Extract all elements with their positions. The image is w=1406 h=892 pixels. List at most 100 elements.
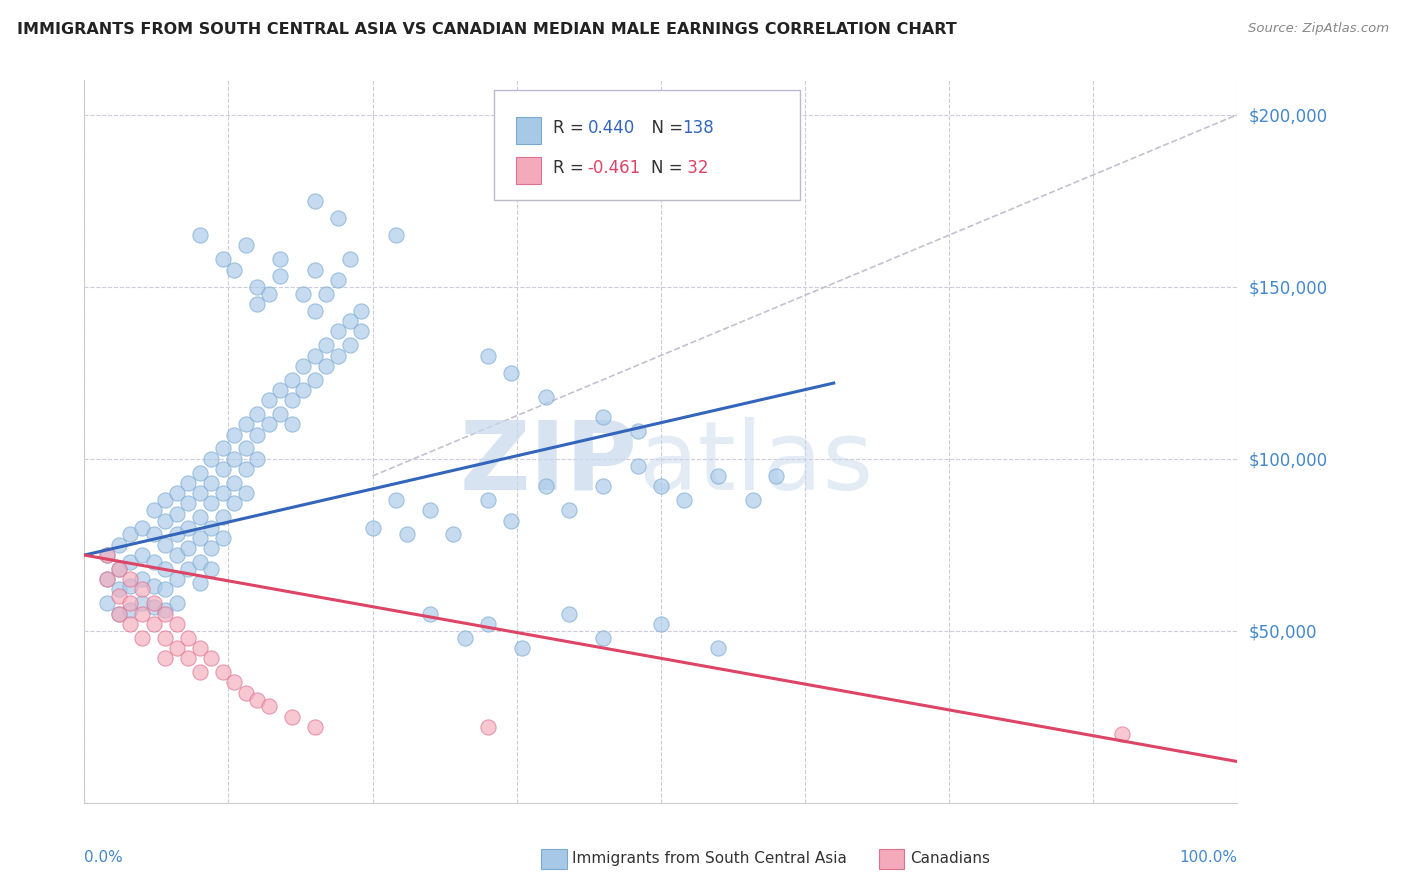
Point [304, 194, 326, 208]
Point [96, 548, 118, 562]
Point [177, 651, 200, 665]
Point [246, 297, 269, 311]
Point [235, 442, 257, 456]
Point [188, 486, 211, 500]
Point [153, 493, 176, 508]
Point [707, 640, 730, 655]
Text: IMMIGRANTS FROM SOUTH CENTRAL ASIA VS CANADIAN MEDIAN MALE EARNINGS CORRELATION : IMMIGRANTS FROM SOUTH CENTRAL ASIA VS CA… [17, 22, 956, 37]
Point [224, 451, 246, 466]
Point [326, 325, 349, 339]
Point [534, 390, 557, 404]
Point [281, 417, 304, 432]
Text: Source: ZipAtlas.com: Source: ZipAtlas.com [1249, 22, 1389, 36]
Point [120, 596, 142, 610]
Point [153, 651, 176, 665]
Point [350, 303, 373, 318]
Point [742, 493, 765, 508]
Point [120, 616, 142, 631]
Point [235, 417, 257, 432]
Point [281, 710, 304, 724]
Point [627, 424, 650, 438]
Point [120, 579, 142, 593]
Point [592, 631, 614, 645]
Point [166, 640, 188, 655]
Point [96, 572, 118, 586]
Point [361, 520, 384, 534]
Point [350, 325, 373, 339]
Point [246, 692, 269, 706]
Point [120, 555, 142, 569]
Point [224, 262, 246, 277]
Point [153, 562, 176, 576]
Point [108, 607, 131, 621]
Point [166, 486, 188, 500]
Point [384, 228, 406, 243]
Point [592, 479, 614, 493]
Text: ZIP: ZIP [460, 417, 638, 509]
Text: Immigrants from South Central Asia: Immigrants from South Central Asia [572, 851, 848, 865]
Point [211, 252, 233, 267]
Point [200, 451, 222, 466]
Point [108, 607, 131, 621]
Point [292, 359, 315, 373]
Text: 138: 138 [682, 119, 714, 136]
Point [200, 541, 222, 556]
Text: Canadians: Canadians [910, 851, 990, 865]
Point [131, 520, 153, 534]
Point [96, 572, 118, 586]
Point [396, 527, 419, 541]
Point [200, 520, 222, 534]
Point [131, 548, 153, 562]
Point [441, 527, 464, 541]
Point [534, 479, 557, 493]
Point [153, 603, 176, 617]
Point [499, 514, 522, 528]
Text: N =: N = [641, 119, 689, 136]
Point [224, 496, 246, 510]
Point [166, 596, 188, 610]
Text: 0.0%: 0.0% [84, 850, 124, 864]
Point [211, 486, 233, 500]
Text: -0.461: -0.461 [588, 159, 641, 177]
Point [131, 596, 153, 610]
Point [281, 393, 304, 408]
Point [281, 373, 304, 387]
Point [200, 651, 222, 665]
Point [177, 541, 200, 556]
Point [96, 596, 118, 610]
Point [153, 538, 176, 552]
Point [304, 303, 326, 318]
Point [211, 462, 233, 476]
Point [304, 262, 326, 277]
Point [304, 349, 326, 363]
Point [454, 631, 477, 645]
Point [315, 338, 337, 352]
Point [108, 562, 131, 576]
Point [131, 607, 153, 621]
Point [200, 496, 222, 510]
Point [384, 493, 406, 508]
Point [188, 555, 211, 569]
Point [269, 269, 291, 284]
Point [142, 616, 165, 631]
Point [315, 359, 337, 373]
Point [246, 407, 269, 421]
Point [142, 555, 165, 569]
Point [477, 349, 499, 363]
Point [108, 590, 131, 604]
Point [188, 510, 211, 524]
Point [235, 486, 257, 500]
Point [257, 417, 280, 432]
Point [142, 579, 165, 593]
Text: R =: R = [553, 159, 589, 177]
Point [120, 603, 142, 617]
Point [177, 496, 200, 510]
Point [512, 640, 534, 655]
Point [326, 349, 349, 363]
Point [108, 538, 131, 552]
Point [120, 572, 142, 586]
Text: 32: 32 [682, 159, 709, 177]
Point [188, 640, 211, 655]
Point [153, 514, 176, 528]
Point [557, 607, 579, 621]
